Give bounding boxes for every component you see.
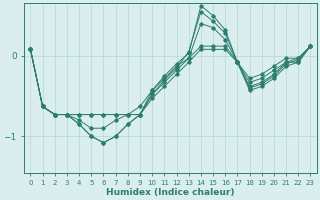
X-axis label: Humidex (Indice chaleur): Humidex (Indice chaleur) xyxy=(106,188,235,197)
